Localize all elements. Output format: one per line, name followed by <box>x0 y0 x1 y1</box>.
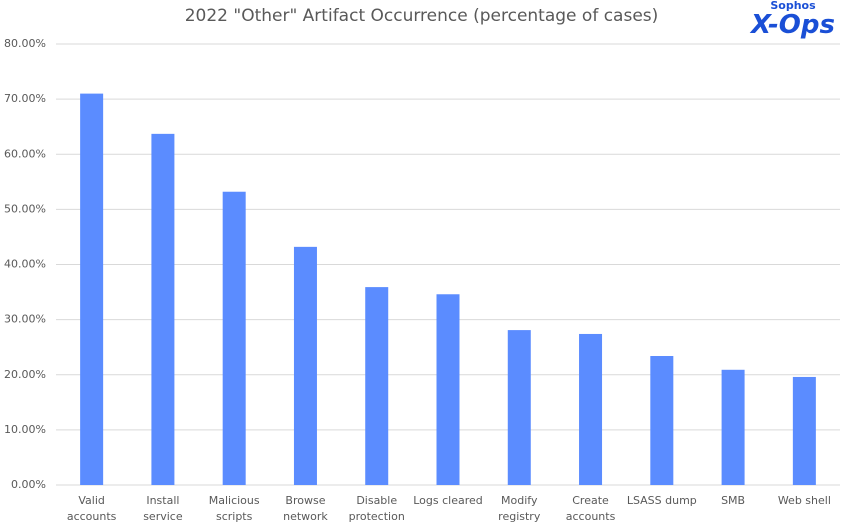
bar <box>222 191 246 486</box>
bar <box>80 93 104 486</box>
logo-top: Sophos <box>770 0 816 12</box>
y-tick-label: 50.00% <box>4 202 46 215</box>
y-tick-label: 20.00% <box>4 368 46 381</box>
y-tick-label: 40.00% <box>4 258 46 271</box>
x-tick-label: Browse network <box>283 494 328 523</box>
bar <box>293 246 317 485</box>
bar <box>365 287 389 485</box>
y-tick-label: 30.00% <box>4 313 46 326</box>
bar <box>151 133 175 485</box>
bar <box>507 330 531 485</box>
x-tick-label: Valid accounts <box>66 494 117 523</box>
bar <box>436 294 460 485</box>
y-tick-label: 0.00% <box>11 478 46 491</box>
x-tick-label: Install service <box>143 494 183 523</box>
y-tick-label: 80.00% <box>4 37 46 50</box>
bar <box>650 356 674 485</box>
x-tick-label: LSASS dump <box>626 494 697 507</box>
y-tick-label: 70.00% <box>4 92 46 105</box>
x-tick-label: Create accounts <box>565 494 616 523</box>
x-tick-label: Logs cleared <box>413 494 483 507</box>
y-tick-label: 10.00% <box>4 423 46 436</box>
x-tick-label: Malicious scripts <box>208 494 260 523</box>
x-tick-label: Web shell <box>777 494 831 507</box>
logo-main: X-Ops <box>751 10 835 40</box>
bar <box>579 333 603 485</box>
bar <box>721 369 745 485</box>
chart-title: 2022 "Other" Artifact Occurrence (percen… <box>184 6 659 26</box>
logo: Sophos X-Ops <box>751 0 835 39</box>
x-tick-label: Disable protection <box>348 494 405 523</box>
y-tick-label: 60.00% <box>4 147 46 160</box>
bar <box>792 376 816 485</box>
x-tick-label: Modify registry <box>498 494 541 523</box>
x-tick-label: SMB <box>721 494 746 507</box>
